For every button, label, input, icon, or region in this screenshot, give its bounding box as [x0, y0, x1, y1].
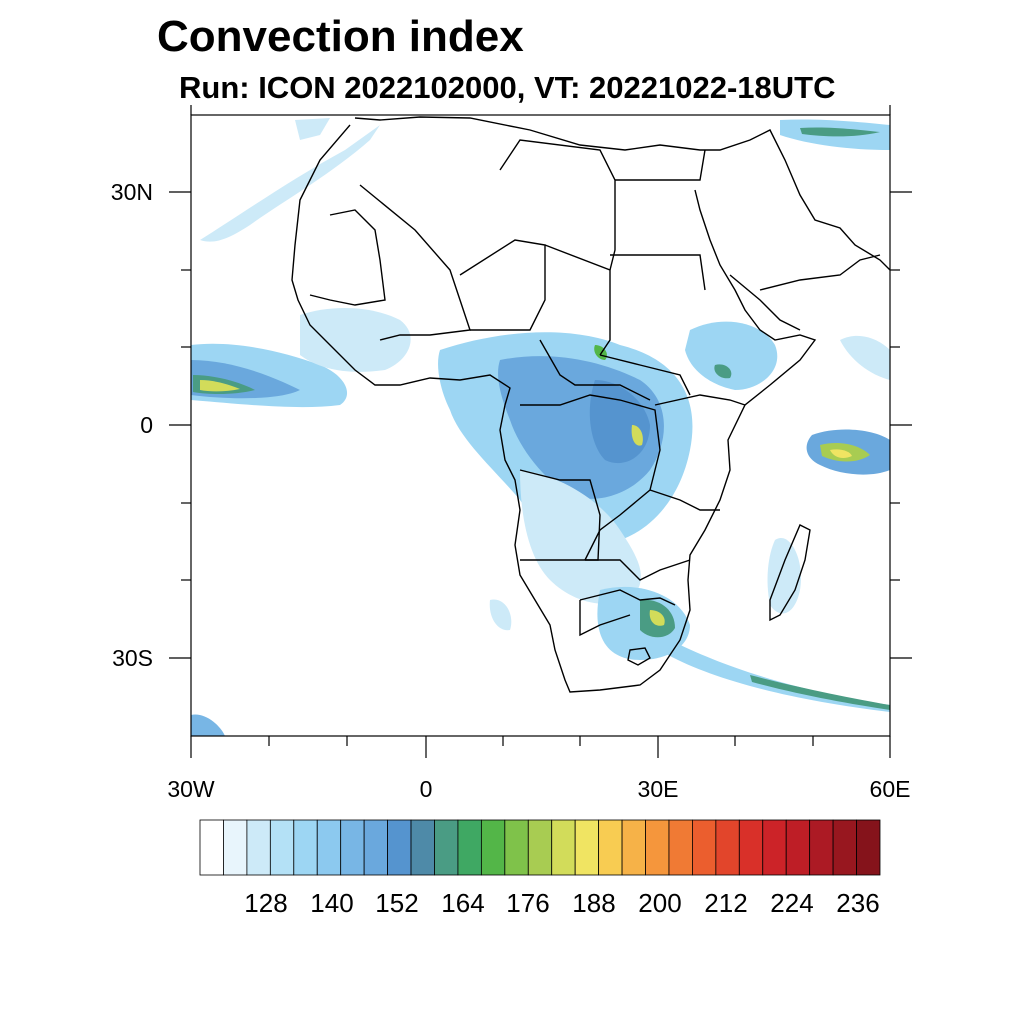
lat-tick-label: 0 [140, 412, 153, 438]
colorbar-box [434, 819, 459, 876]
colorbar-box [856, 819, 881, 876]
colorbar-box [715, 819, 740, 876]
lon-tick-labels: 30W 0 30E 60E [167, 776, 910, 802]
colorbar-label: 176 [506, 888, 549, 918]
coastlines [291, 116, 890, 693]
colorbar-box [668, 819, 693, 876]
colorbar-label: 236 [836, 888, 879, 918]
colorbar-box [645, 819, 670, 876]
colorbar-box [457, 819, 482, 876]
colorbar-box [574, 819, 600, 876]
colorbar-box [832, 819, 857, 876]
colorbar-label: 212 [704, 888, 747, 918]
colorbar-box [504, 819, 529, 876]
convection-shading [191, 118, 890, 736]
lon-tick-label: 30W [167, 776, 215, 802]
colorbar-box [340, 819, 365, 876]
lon-tick-label: 30E [638, 776, 679, 802]
colorbar-box [692, 819, 717, 876]
colorbar-label: 140 [310, 888, 353, 918]
lon-tick-label: 0 [420, 776, 433, 802]
colorbar-box [762, 819, 787, 876]
colorbar-label: 188 [572, 888, 615, 918]
colorbar-box [738, 819, 764, 876]
colorbar [199, 819, 881, 876]
colorbar-box [316, 819, 342, 876]
colorbar-box [598, 819, 623, 876]
colorbar-box [363, 819, 388, 876]
colorbar-box [269, 819, 295, 876]
colorbar-box [246, 819, 271, 876]
colorbar-box [480, 819, 506, 876]
colorbar-box [809, 819, 834, 876]
map-subtitle: Run: ICON 2022102000, VT: 20221022-18UTC [179, 70, 836, 105]
plot-frame [169, 105, 912, 758]
colorbar-label: 200 [638, 888, 681, 918]
colorbar-label: 128 [244, 888, 287, 918]
colorbar-label: 164 [441, 888, 484, 918]
colorbar-box [199, 819, 224, 876]
lon-tick-label: 60E [870, 776, 911, 802]
colorbar-labels: 128 140 152 164 176 188 200 212 224 236 [244, 888, 879, 918]
lat-tick-label: 30N [111, 179, 153, 205]
colorbar-box [621, 819, 646, 876]
colorbar-box [410, 819, 435, 876]
colorbar-box [387, 819, 412, 876]
colorbar-box [527, 819, 553, 876]
colorbar-label: 224 [770, 888, 813, 918]
colorbar-box [551, 819, 576, 876]
colorbar-box [223, 819, 248, 876]
colorbar-label: 152 [375, 888, 418, 918]
lat-tick-label: 30S [112, 645, 153, 671]
lat-tick-labels: 30N 0 30S [111, 179, 153, 671]
colorbar-box [785, 819, 811, 876]
colorbar-box [293, 819, 318, 876]
map-title: Convection index [157, 12, 524, 61]
